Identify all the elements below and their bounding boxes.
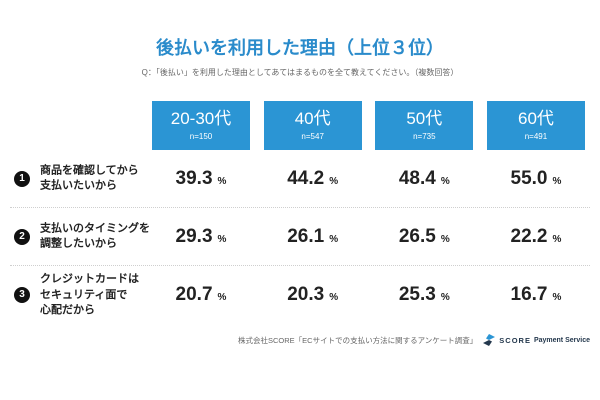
reason-label-line: 調整したいから [40,237,117,250]
sample-size-label: n=491 [524,132,548,141]
reason-label: 商品を確認してから 支払いたいから [40,163,139,194]
sample-size-label: n=150 [189,132,213,141]
reason-label-line: 支払いのタイミングを [40,222,150,234]
percentage-value: 44.2 [287,167,325,189]
value-cell: 20.3% [264,284,362,306]
age-group-label: 40代 [294,109,331,128]
reason-row: 1 商品を確認してから 支払いたいから 39.3% 44.2% 48.4% 55.0% [10,150,590,208]
reason-label: 支払いのタイミングを 調整したいから [40,221,150,252]
value-cell: 25.3% [375,284,473,306]
reason-row: 2 支払いのタイミングを 調整したいから 29.3% 26.1% 26.5% 22.2% [10,208,590,266]
value-cell: 55.0% [487,168,585,190]
table-body: 1 商品を確認してから 支払いたいから 39.3% 44.2% 48.4% 55.0% 2 支払… [10,150,590,324]
percentage-value: 48.4 [398,167,436,189]
value-cell: 39.3% [152,168,250,190]
footer: 株式会社SCORE「ECサイトでの支払い方法に関するアンケート調査」 SCORE… [238,333,590,347]
reason-label-line: 支払いたいから [40,179,117,192]
percent-unit: % [217,233,227,245]
percentage-value: 16.7 [510,284,548,305]
percent-unit: % [329,175,339,187]
value-cell: 22.2% [487,226,585,248]
age-group-header: 60代 n=491 [486,101,585,150]
score-logo: SCORE Payment Service [483,334,590,346]
rank-badge: 1 [14,170,30,187]
percent-unit: % [440,233,450,245]
value-cell: 16.7% [487,284,585,306]
percentage-value: 26.5 [398,225,436,247]
percentage-value: 20.3 [287,284,325,305]
percent-unit: % [329,233,339,245]
percent-unit: % [217,175,227,187]
rank-badge: 2 [14,228,30,245]
percent-unit: % [552,233,562,245]
value-cell: 29.3% [152,226,250,248]
reason-row: 3 クレジットカードは セキュリティ面で 心配だから 20.7% 20.3% 25.3% 16… [10,266,590,324]
value-cell: 26.1% [264,226,362,248]
source-credit: 株式会社SCORE「ECサイトでの支払い方法に関するアンケート調査」 [237,335,478,345]
percentage-value: 26.1 [287,225,325,247]
percent-unit: % [552,175,562,187]
age-group-label: 50代 [406,109,443,128]
page-title: 後払いを利用した理由（上位３位） [156,38,444,58]
value-group: 29.3% 26.1% 26.5% 22.2% [152,208,585,265]
table-header: 20-30代 n=150 40代 n=547 50代 n=735 60代 n=491 [152,101,585,150]
reason-label-line: 商品を確認してから [40,164,139,176]
reason-label-line: セキュリティ面で [40,288,128,301]
percentage-value: 25.3 [398,284,436,305]
percentage-value: 20.7 [175,284,213,305]
value-cell: 26.5% [375,226,473,248]
percentage-value: 29.3 [175,225,213,247]
value-group: 20.7% 20.3% 25.3% 16.7% [152,266,585,324]
age-group-header: 20-30代 n=150 [152,101,250,150]
logo-product: Payment Service [533,336,590,344]
reason-label-line: 心配だから [40,303,95,316]
value-cell: 44.2% [264,168,362,190]
percent-unit: % [440,292,450,303]
percentage-value: 22.2 [510,225,548,247]
percent-unit: % [552,292,562,303]
survey-question: Q：「後払い」を利用した理由としてあてはまるものを全て教えてください。（複数回答… [141,68,459,77]
age-group-label: 60代 [518,109,554,128]
percent-unit: % [440,175,450,187]
percentage-value: 55.0 [510,167,548,189]
percent-unit: % [217,292,227,303]
reason-label: クレジットカードは セキュリティ面で 心配だから [40,272,139,319]
reason-label-line: クレジットカードは [40,272,139,285]
logo-brand: SCORE [499,335,531,345]
rank-badge: 3 [14,287,30,303]
age-group-header: 50代 n=735 [375,101,474,150]
percent-unit: % [329,292,339,303]
age-group-label: 20-30代 [170,109,232,128]
value-cell: 48.4% [375,168,473,190]
value-cell: 20.7% [152,284,250,306]
percentage-value: 39.3 [175,167,213,189]
age-group-header: 40代 n=547 [263,101,362,150]
value-group: 39.3% 44.2% 48.4% 55.0% [152,150,585,207]
sample-size-label: n=547 [301,132,324,141]
sample-size-label: n=735 [413,132,436,141]
score-logo-icon [483,334,496,346]
